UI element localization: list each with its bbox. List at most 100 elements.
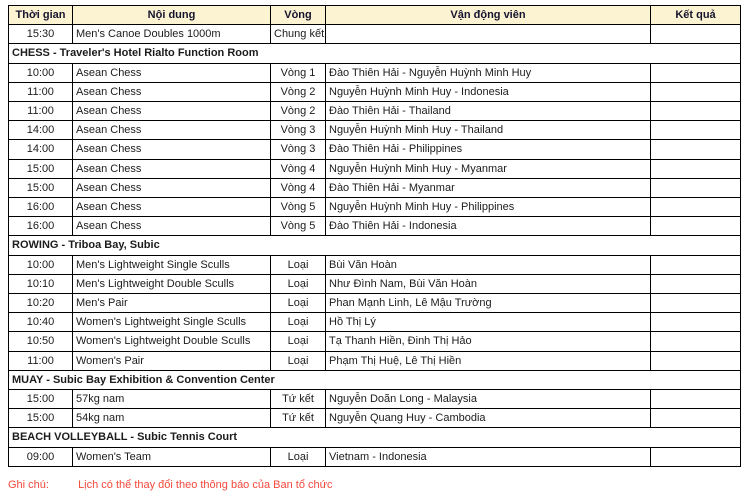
time-cell: 15:00 [8, 158, 73, 179]
section-label: MUAY - Subic Bay Exhibition & Convention… [8, 369, 741, 391]
note-label: Ghi chú: [8, 479, 49, 491]
athletes-cell: Đào Thiên Hải - Nguyễn Huỳnh Minh Huy [325, 62, 651, 83]
time-cell: 15:30 [8, 24, 73, 45]
result-cell [650, 331, 741, 352]
result-cell [650, 81, 741, 103]
table-row: 10:10 Men's Lightweight Double Sculls Loại… [8, 273, 741, 295]
time-cell: 15:00 [8, 408, 73, 429]
table-row: 10:00 Men's Lightweight Single Sculls Loại… [8, 254, 741, 275]
round-cell: Vòng 4 [270, 158, 326, 179]
content-cell: Men's Canoe Doubles 1000m [72, 24, 271, 45]
round-cell: Loại [270, 273, 326, 295]
section-label: CHESS - Traveler's Hotel Rialto Function… [8, 43, 741, 64]
result-cell [650, 101, 741, 122]
table-row: 14:00 Asean Chess Vòng 3 Đào Thiên Hải - Ph… [8, 139, 741, 160]
time-cell: 11:00 [8, 350, 73, 371]
time-cell: 16:00 [8, 216, 73, 237]
table-row: 10:20 Men's Pair Loại Phan Mạnh Linh, Lê Mậ… [8, 293, 741, 314]
result-cell [650, 158, 741, 179]
athletes-cell: Nguyễn Huỳnh Minh Huy - Indonesia [325, 81, 651, 103]
athletes-cell [325, 24, 651, 45]
athletes-cell: Đào Thiên Hải - Myanmar [325, 177, 651, 199]
content-cell: Asean Chess [72, 158, 271, 179]
content-cell: Women's Pair [72, 350, 271, 371]
section-row: MUAY - Subic Bay Exhibition & Convention… [8, 369, 741, 391]
result-cell [650, 120, 741, 141]
athletes-cell: Hồ Thị Lý [325, 312, 651, 333]
athletes-cell: Phạm Thị Huệ, Lê Thị Hiền [325, 350, 651, 371]
time-cell: 09:00 [8, 446, 73, 467]
round-cell: Loại [270, 293, 326, 314]
athletes-cell: Đào Thiên Hải - Philippines [325, 139, 651, 160]
athletes-cell: Nguyễn Huỳnh Minh Huy - Thailand [325, 120, 651, 141]
round-cell: Vòng 2 [270, 101, 326, 122]
content-cell: Asean Chess [72, 120, 271, 141]
content-cell: Men's Lightweight Double Sculls [72, 273, 271, 295]
athletes-cell: Nguyễn Quang Huy - Cambodia [325, 408, 651, 429]
note-text: Lịch có thể thay đổi theo thông báo của … [78, 479, 333, 491]
round-cell: Vòng 5 [270, 216, 326, 237]
table-row: 15:00 Asean Chess Vòng 4 Nguyễn Huỳnh Minh … [8, 158, 741, 179]
col-header-content: Nội dung [72, 4, 271, 26]
note: Ghi chú: Lịch có thể thay đổi theo thông… [8, 479, 333, 491]
round-cell: Vòng 2 [270, 81, 326, 103]
content-cell: Asean Chess [72, 139, 271, 160]
athletes-cell: Đào Thiên Hải - Indonesia [325, 216, 651, 237]
content-cell: Men's Lightweight Single Sculls [72, 254, 271, 275]
content-cell: Asean Chess [72, 101, 271, 122]
round-cell: Vòng 3 [270, 120, 326, 141]
table-row: 15:00 Asean Chess Vòng 4 Đào Thiên Hải - My… [8, 177, 741, 199]
result-cell [650, 197, 741, 218]
col-header-time: Thời gian [8, 4, 73, 26]
athletes-cell: Nguyễn Huỳnh Minh Huy - Myanmar [325, 158, 651, 179]
result-cell [650, 177, 741, 199]
round-cell: Tứ kết [270, 389, 326, 410]
content-cell: Asean Chess [72, 216, 271, 237]
time-cell: 11:00 [8, 101, 73, 122]
athletes-cell: Bùi Văn Hoàn [325, 254, 651, 275]
content-cell: Asean Chess [72, 177, 271, 199]
round-cell: Loại [270, 331, 326, 352]
section-label: BEACH VOLLEYBALL - Subic Tennis Court [8, 427, 741, 448]
result-cell [650, 62, 741, 83]
table-row: 16:00 Asean Chess Vòng 5 Nguyễn Huỳnh Minh … [8, 197, 741, 218]
round-cell: Loại [270, 350, 326, 371]
content-cell: Women's Lightweight Double Sculls [72, 331, 271, 352]
round-cell: Tứ kết [270, 408, 326, 429]
result-cell [650, 273, 741, 295]
table-row: 11:00 Asean Chess Vòng 2 Nguyễn Huỳnh Minh … [8, 81, 741, 103]
time-cell: 10:00 [8, 62, 73, 83]
time-cell: 10:40 [8, 312, 73, 333]
result-cell [650, 216, 741, 237]
time-cell: 14:00 [8, 139, 73, 160]
athletes-cell: Như Đình Nam, Bùi Văn Hoàn [325, 273, 651, 295]
round-cell: Vòng 1 [270, 62, 326, 83]
round-cell: Vòng 3 [270, 139, 326, 160]
col-header-result: Kết quả [650, 4, 741, 26]
athletes-cell: Phan Mạnh Linh, Lê Mậu Trường [325, 293, 651, 314]
time-cell: 11:00 [8, 81, 73, 103]
section-row: CHESS - Traveler's Hotel Rialto Function… [8, 43, 741, 64]
athletes-cell: Nguyễn Huỳnh Minh Huy - Philippines [325, 197, 651, 218]
athletes-cell: Vietnam - Indonesia [325, 446, 651, 467]
table-row: 14:00 Asean Chess Vòng 3 Nguyễn Huỳnh Minh … [8, 120, 741, 141]
result-cell [650, 312, 741, 333]
section-row: BEACH VOLLEYBALL - Subic Tennis Court [8, 427, 741, 448]
time-cell: 10:20 [8, 293, 73, 314]
table-row: 15:30 Men's Canoe Doubles 1000m Chung kết [8, 24, 741, 45]
section-label: ROWING - Triboa Bay, Subic [8, 235, 741, 256]
section-row: ROWING - Triboa Bay, Subic [8, 235, 741, 256]
time-cell: 15:00 [8, 177, 73, 199]
result-cell [650, 350, 741, 371]
time-cell: 16:00 [8, 197, 73, 218]
content-cell: Women's Lightweight Single Sculls [72, 312, 271, 333]
table-row: 10:40 Women's Lightweight Single Sculls Lo… [8, 312, 741, 333]
header-row: Thời gian Nội dung Vòng Vận động viên Kế… [8, 4, 741, 26]
content-cell: Women's Team [72, 446, 271, 467]
table-row: 16:00 Asean Chess Vòng 5 Đào Thiên Hải - In… [8, 216, 741, 237]
content-cell: Asean Chess [72, 81, 271, 103]
round-cell: Vòng 5 [270, 197, 326, 218]
content-cell: Asean Chess [72, 62, 271, 83]
table-row: 11:00 Women's Pair Loại Phạm Thị Huệ, Lê Th… [8, 350, 741, 371]
